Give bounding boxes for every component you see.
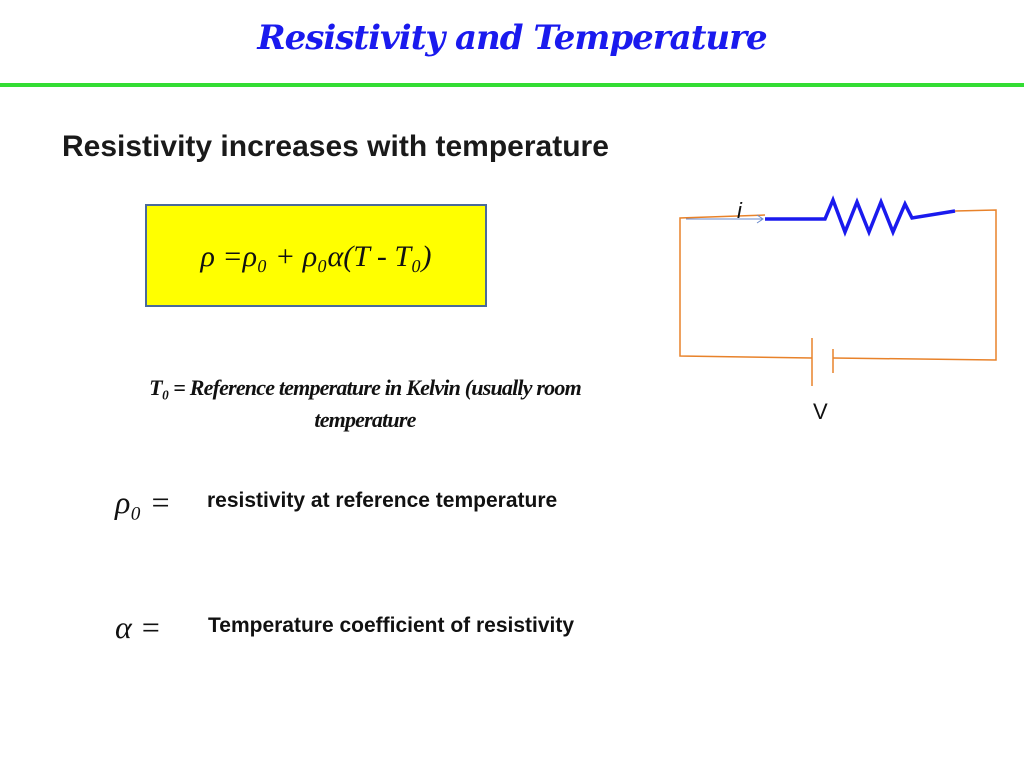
wires [679, 209, 997, 386]
symbol: ρ₀ = [115, 484, 172, 520]
arrow-head [756, 214, 764, 224]
title-rule [0, 83, 1024, 87]
symbol: α = [115, 609, 162, 645]
subtitle: Resistivity increases with temperature [62, 130, 609, 163]
wire [679, 214, 813, 359]
voltage-label: V [813, 399, 828, 424]
resistor [765, 195, 956, 237]
wire [832, 209, 997, 361]
definition: Temperature coefficient of resistivity [208, 614, 575, 637]
definition: resistivity at reference temperature [207, 489, 558, 512]
note: T₀ = Reference temperature in Kelvin (us… [149, 375, 582, 432]
formula: ρ =ρ₀ + ρ₀α(T - T₀) [200, 240, 432, 273]
current-label: i [737, 198, 743, 223]
formula-box: ρ =ρ₀ + ρ₀α(T - T₀) [145, 204, 487, 307]
title: Resistivity and Temperature [257, 18, 767, 58]
